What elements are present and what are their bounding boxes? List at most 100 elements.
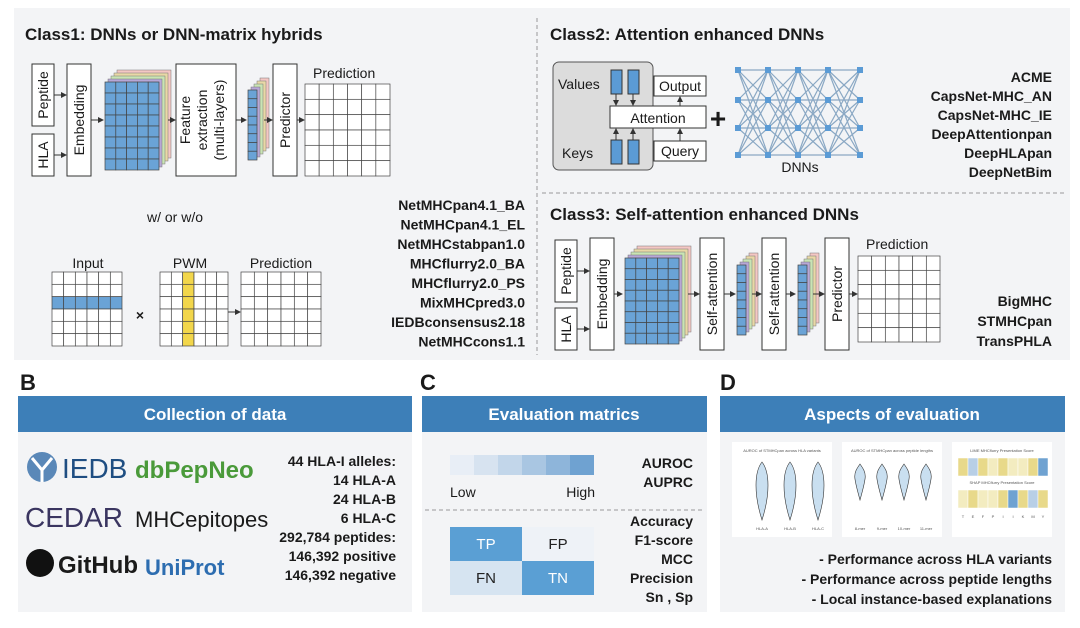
keys-label: Keys	[562, 145, 593, 161]
grid-cell	[51, 333, 65, 347]
grid-cell	[646, 257, 658, 270]
grid-cell	[635, 332, 647, 345]
node	[857, 125, 863, 131]
grid-cell	[624, 300, 637, 313]
grid-cell	[182, 296, 195, 310]
grid-cell	[115, 158, 127, 171]
grid-cell	[871, 298, 886, 314]
panel-header: Evaluation matrics	[488, 405, 639, 424]
edge	[767, 69, 799, 129]
grid-cell	[109, 271, 123, 285]
grid-cell	[912, 298, 927, 314]
grid-cell	[657, 279, 669, 291]
grid-cell	[646, 289, 658, 302]
grid-cell	[375, 129, 391, 146]
grid-cell	[170, 296, 184, 310]
grid-cell	[126, 81, 138, 94]
grid-cell	[86, 296, 100, 310]
panel-letter: D	[720, 370, 736, 395]
grid-cell	[104, 81, 117, 94]
panel-header: Collection of data	[144, 405, 287, 424]
edge	[797, 69, 829, 156]
grid-cell	[871, 284, 886, 300]
grid-cell	[624, 268, 637, 280]
grid-cell	[159, 320, 172, 335]
grid-cell	[657, 257, 669, 270]
grid-cell	[126, 92, 138, 105]
residue-label: F	[982, 514, 985, 519]
list-item: 44 HLA-I alleles:	[288, 453, 396, 469]
grid-cell	[857, 327, 873, 343]
feature-label: extraction	[194, 90, 210, 151]
node	[857, 67, 863, 73]
grid-cell	[247, 115, 258, 126]
grid-cell	[898, 298, 914, 314]
confusion-label: TP	[476, 536, 495, 553]
grid-cell	[170, 333, 184, 347]
grid-cell	[104, 125, 117, 138]
grid-cell	[240, 283, 255, 298]
edge	[767, 99, 799, 156]
grid-cell	[318, 144, 334, 162]
grid-cell	[736, 325, 747, 336]
grid-cell	[646, 268, 658, 280]
grid-cell	[104, 92, 117, 105]
confusion-cell	[522, 527, 594, 561]
grid-cell	[63, 283, 76, 298]
grid-cell	[857, 312, 873, 329]
grid-cell	[51, 320, 65, 335]
peptide-label: Peptide	[35, 71, 51, 119]
grid-cell	[159, 296, 172, 310]
grid-cell	[624, 257, 637, 270]
grid-cell	[126, 158, 138, 171]
grid-cell	[347, 114, 363, 131]
grid-cell	[74, 271, 88, 285]
grid-cell	[635, 289, 647, 302]
list-item: MHCflurry2.0_BA	[410, 256, 525, 272]
grid-cell	[293, 320, 309, 335]
edge	[737, 127, 769, 156]
grid-cell	[925, 269, 941, 286]
grid-cell	[361, 129, 377, 146]
vector	[610, 139, 623, 165]
grid-cell	[347, 98, 363, 116]
list-item: TransPHLA	[977, 333, 1052, 349]
grid-cell	[109, 333, 123, 347]
grid-cell	[137, 125, 149, 138]
logo-cedar: CEDAR	[25, 502, 123, 533]
grid-cell	[204, 308, 218, 322]
grid-cell	[98, 333, 111, 347]
grid-cell	[159, 333, 172, 347]
grid-cell	[109, 296, 123, 310]
grid-cell	[115, 92, 127, 105]
grid-cell	[332, 160, 348, 177]
grid-cell	[280, 271, 295, 285]
grid-cell	[98, 320, 111, 335]
mini-axis-label: 8-mer	[855, 526, 866, 531]
grid-cell	[361, 98, 377, 116]
grid-cell	[925, 284, 941, 300]
grid-cell	[797, 282, 808, 292]
grid-cell	[667, 279, 680, 291]
grid-cell	[267, 320, 282, 335]
prediction-label: Prediction	[250, 255, 312, 271]
violin	[755, 461, 769, 521]
grid-cell	[147, 81, 160, 94]
grid-cell	[247, 150, 258, 161]
grid-cell	[884, 298, 900, 314]
logo-iedb: IEDB	[62, 453, 127, 484]
peptide-label: Peptide	[558, 247, 574, 295]
grid-cell	[667, 311, 680, 323]
grid-cell	[74, 308, 88, 322]
list-item: CapsNet-MHC_AN	[931, 88, 1052, 104]
grid-cell	[318, 83, 334, 100]
grid-cell	[667, 332, 680, 345]
grid-cell	[857, 255, 873, 271]
grid-cell	[170, 283, 184, 298]
grid-cell	[247, 98, 258, 108]
list-item: MCC	[661, 551, 693, 567]
class1-title: Class1: DNNs or DNN-matrix hybrids	[25, 25, 323, 44]
hla-label: HLA	[35, 141, 51, 169]
gradient-cell	[498, 455, 522, 475]
